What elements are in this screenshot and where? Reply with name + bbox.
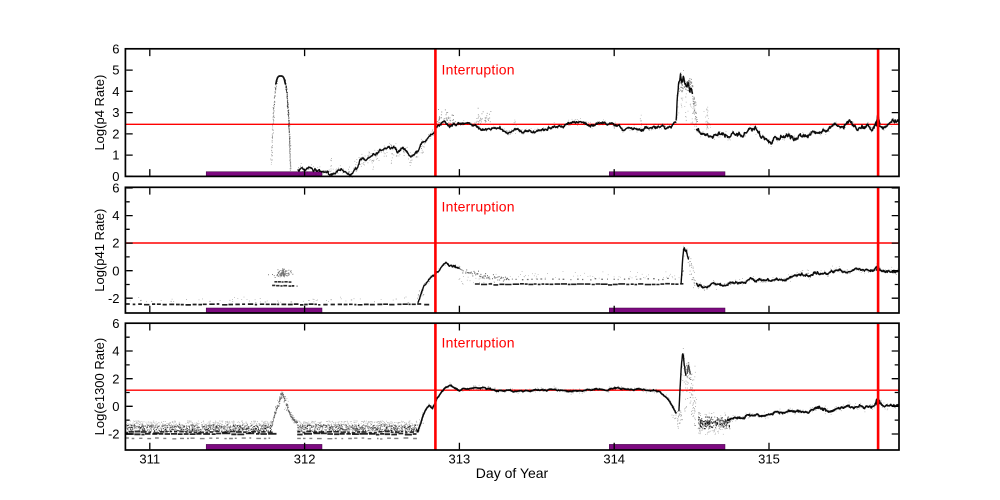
svg-text:2: 2 [112, 236, 119, 251]
svg-text:311: 311 [139, 451, 160, 466]
svg-text:2: 2 [112, 127, 119, 142]
svg-text:4: 4 [112, 344, 119, 359]
svg-text:Log(p41 Rate): Log(p41 Rate) [92, 209, 107, 292]
svg-text:Log(e1300 Rate): Log(e1300 Rate) [92, 338, 107, 436]
svg-text:1: 1 [112, 148, 119, 163]
svg-text:5: 5 [112, 63, 119, 78]
svg-text:0: 0 [112, 399, 119, 414]
svg-text:314: 314 [603, 451, 625, 466]
svg-text:6: 6 [112, 181, 119, 196]
svg-text:-2: -2 [108, 291, 120, 306]
svg-text:0: 0 [112, 263, 119, 278]
svg-text:4: 4 [112, 84, 119, 99]
svg-text:Log(p4 Rate): Log(p4 Rate) [92, 75, 107, 151]
svg-text:0: 0 [112, 169, 119, 184]
svg-text:Interruption: Interruption [442, 199, 515, 215]
svg-text:Interruption: Interruption [442, 335, 515, 351]
svg-text:313: 313 [449, 451, 471, 466]
svg-text:3: 3 [112, 105, 119, 120]
svg-text:312: 312 [294, 451, 316, 466]
svg-text:-2: -2 [108, 427, 120, 442]
svg-text:6: 6 [112, 41, 119, 56]
svg-text:315: 315 [758, 451, 780, 466]
svg-text:6: 6 [112, 316, 119, 331]
svg-text:2: 2 [112, 371, 119, 386]
svg-text:Day of Year: Day of Year [476, 465, 549, 481]
svg-text:4: 4 [112, 208, 119, 223]
svg-text:Interruption: Interruption [442, 61, 515, 77]
